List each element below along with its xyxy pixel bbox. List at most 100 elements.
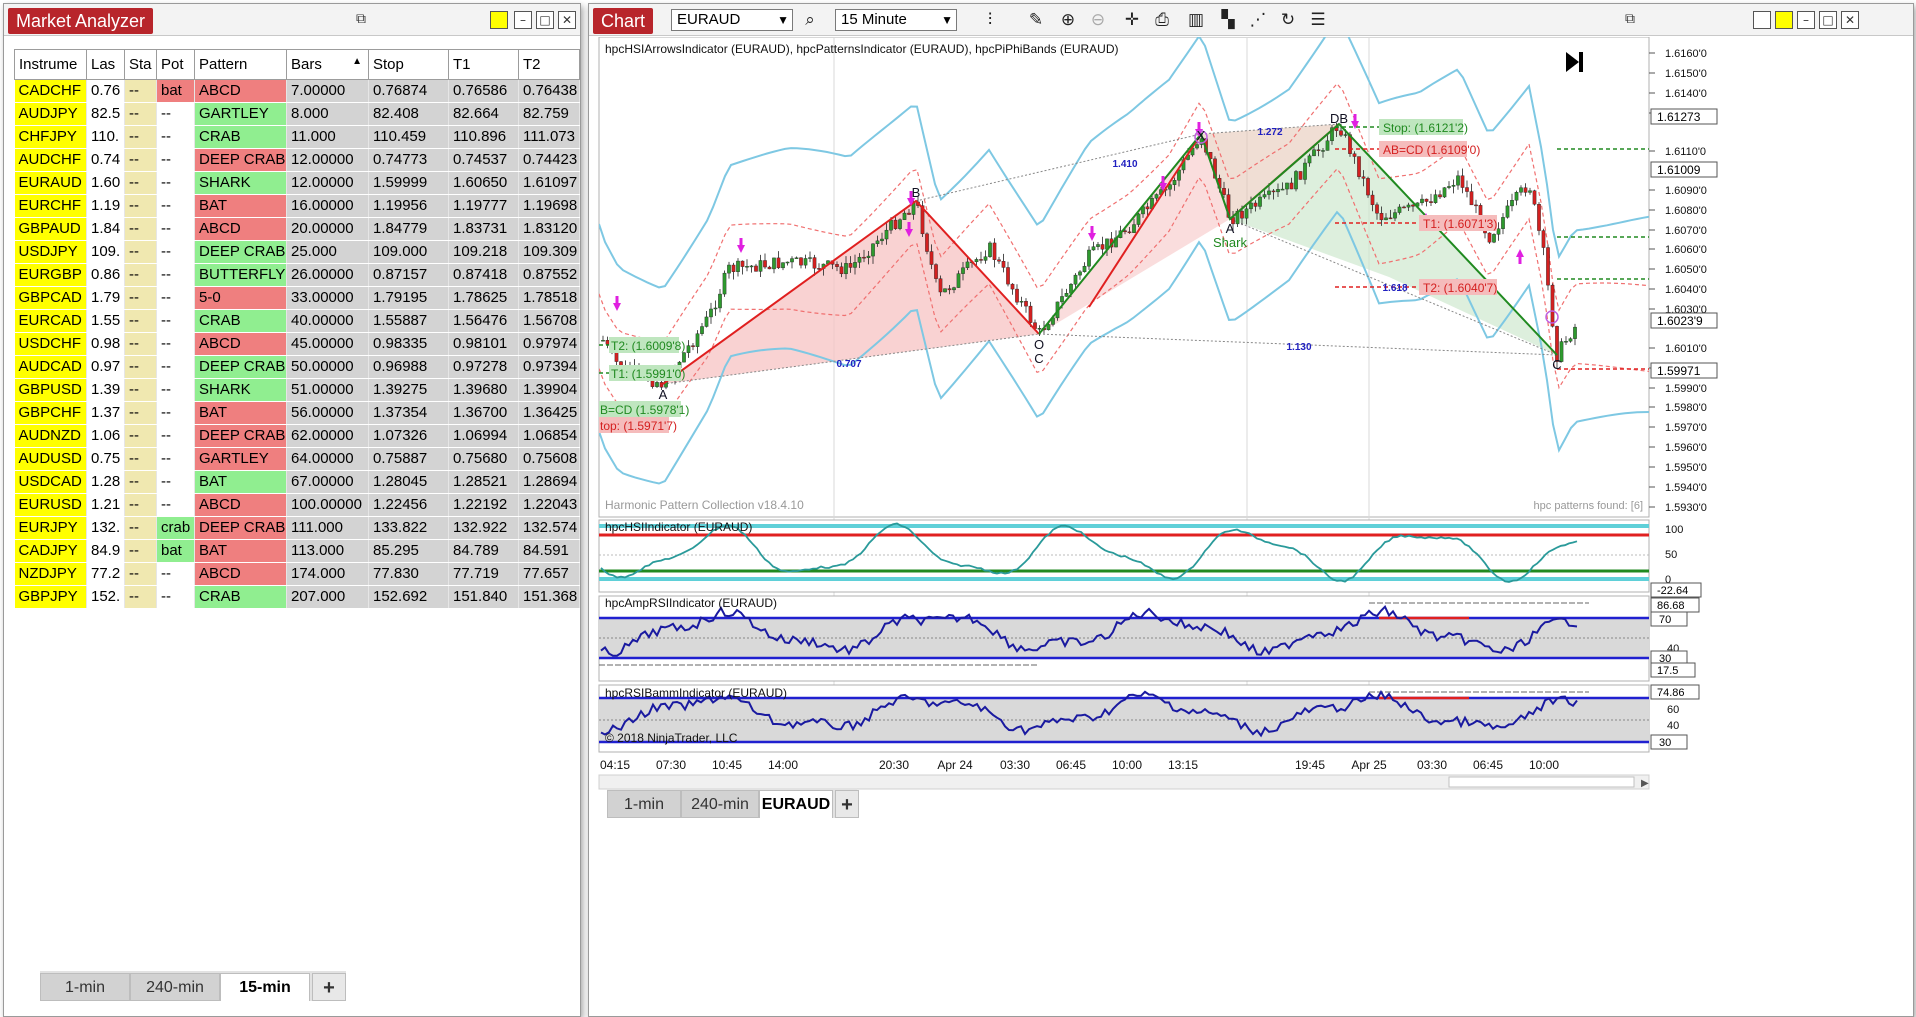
table-row[interactable]: EURUSD 1.21 -- -- ABCD 100.00000 1.22456 1.2219…	[14, 493, 580, 517]
minimize-button[interactable]: –	[514, 11, 532, 29]
table-row[interactable]: NZDJPY 77.2 -- -- ABCD 174.000 77.830 77.719 77.…	[14, 562, 580, 586]
table-row[interactable]: CHFJPY 110. -- -- CRAB 11.000 110.459 110.896 11…	[14, 125, 580, 149]
sell-arrow-icon	[907, 198, 915, 206]
maximize-button[interactable]: □	[1819, 11, 1837, 29]
last-price-cell: 1.39	[86, 378, 125, 402]
potential-cell: --	[156, 585, 195, 609]
interval-selector[interactable]: 15 Minute ▼	[835, 9, 957, 31]
stop-cell: 1.59999	[368, 171, 449, 195]
table-row[interactable]: USDCAD 1.28 -- -- BAT 67.00000 1.28045 1.28521 1…	[14, 470, 580, 494]
scrollbar-thumb[interactable]	[1448, 776, 1635, 788]
pattern-icon[interactable]: ⋰	[1249, 10, 1267, 30]
t1-cell: 1.78625	[448, 286, 519, 310]
pi-phi-band-red-lower	[599, 167, 1649, 420]
color-link-button[interactable]	[490, 11, 508, 29]
bamm-axis-label: 60	[1667, 704, 1679, 716]
add-tab-button[interactable]: +	[835, 790, 859, 818]
minimize-button[interactable]: –	[1797, 11, 1815, 29]
table-row[interactable]: EURJPY 132. -- crab DEEP CRAB 111.000 133.822 1…	[14, 516, 580, 540]
tab-1-min[interactable]: 1-min	[40, 973, 130, 1001]
instrument-cell: AUDCAD	[14, 355, 87, 379]
column-header[interactable]: Pot	[156, 49, 195, 80]
amp-level-tag: 30	[1659, 653, 1671, 665]
instrument-cell: EURCHF	[14, 194, 87, 218]
close-button[interactable]: ✕	[1841, 11, 1859, 29]
instrument-selector[interactable]: EURAUD ▼	[671, 9, 793, 31]
horizontal-scrollbar[interactable]	[598, 774, 1650, 790]
indicator-label: hpcHSIArrowsIndicator (EURAUD), hpcPatte…	[605, 42, 1119, 56]
strategies-icon[interactable]: ▚	[1221, 10, 1235, 30]
table-row[interactable]: AUDNZD 1.06 -- -- DEEP CRAB 62.00000 1.07326 1.…	[14, 424, 580, 448]
table-row[interactable]: AUDCHF 0.74 -- -- DEEP CRAB 12.00000 0.74773 0.…	[14, 148, 580, 172]
stop-cell: 1.28045	[368, 470, 449, 494]
drawing-tool-icon[interactable]: ✎	[1028, 10, 1044, 30]
table-row[interactable]: AUDCAD 0.97 -- -- DEEP CRAB 50.00000 0.96988 0.…	[14, 355, 580, 379]
tab-1-min[interactable]: 1-min	[607, 790, 681, 818]
market-analyzer-titlebar[interactable]: Market Analyzer ⧉ – □ ✕	[4, 4, 580, 36]
column-header[interactable]: Bars ▲	[286, 49, 369, 80]
chart-canvas[interactable]: hpcHSIArrowsIndicator (EURAUD), hpcPatte…	[589, 37, 1913, 982]
table-row[interactable]: CADCHF 0.76 -- bat ABCD 7.00000 0.76874 0.76586…	[14, 79, 580, 103]
t1-cell: 1.83731	[448, 217, 519, 241]
table-row[interactable]: AUDUSD 0.75 -- -- GARTLEY 64.00000 0.75887 0.75…	[14, 447, 580, 471]
chart-options-button[interactable]	[1753, 11, 1771, 29]
data-box-icon[interactable]: ⎙	[1155, 10, 1169, 30]
scroll-right-icon[interactable]: ▶	[1641, 778, 1649, 789]
zoom-out-icon[interactable]: ⊖	[1090, 10, 1106, 30]
pi-phi-band-lower	[599, 210, 1649, 485]
jump-to-end-button[interactable]	[1566, 52, 1583, 72]
stop-cell: 0.98335	[368, 332, 449, 356]
column-header[interactable]: T2	[518, 49, 580, 80]
tab-15-min[interactable]: 15-min	[220, 973, 310, 1001]
tab-240-min[interactable]: 240-min	[130, 973, 220, 1001]
pattern-cell: ABCD	[194, 332, 287, 356]
maximize-button[interactable]: □	[536, 11, 554, 29]
zoom-in-icon[interactable]: ⊕	[1060, 10, 1076, 30]
table-row[interactable]: GBPJPY 152. -- -- CRAB 207.000 152.692 151.840 1…	[14, 585, 580, 609]
column-header[interactable]: Pattern	[194, 49, 287, 80]
color-link-button[interactable]	[1775, 11, 1793, 29]
table-row[interactable]: GBPCAD 1.79 -- -- 5-0 33.00000 1.79195 1.78625 1…	[14, 286, 580, 310]
table-row[interactable]: EURCAD 1.55 -- -- CRAB 40.00000 1.55887 1.56476…	[14, 309, 580, 333]
column-header[interactable]: Las	[86, 49, 125, 80]
chart-titlebar[interactable]: Chart EURAUD ▼ ⌕ 15 Minute ▼ ⫶ ✎ ⊕ ⊖ ✛ ⎙…	[589, 4, 1913, 36]
column-header[interactable]: Instrume	[14, 49, 87, 80]
close-button[interactable]: ✕	[558, 11, 576, 29]
point-label-a2: A	[1226, 221, 1235, 236]
table-row[interactable]: GBPAUD 1.84 -- -- ABCD 20.00000 1.84779 1.83731…	[14, 217, 580, 241]
tab-euraud[interactable]: EURAUD	[759, 790, 833, 818]
column-header[interactable]: T1	[448, 49, 519, 80]
last-price-cell: 0.86	[86, 263, 125, 287]
tab-240-min[interactable]: 240-min	[681, 790, 759, 818]
t1-cell: 0.76586	[448, 79, 519, 103]
table-row[interactable]: USDCHF 0.98 -- -- ABCD 45.00000 0.98335 0.98101…	[14, 332, 580, 356]
column-header[interactable]: Stop	[368, 49, 449, 80]
hsi-axis-label: 0	[1665, 574, 1671, 586]
link-icon[interactable]: ⧉	[1625, 11, 1635, 27]
stop-cell: 0.74773	[368, 148, 449, 172]
search-icon[interactable]: ⌕	[805, 10, 815, 30]
status-cell: --	[124, 171, 157, 195]
properties-icon[interactable]: ☰	[1310, 10, 1326, 30]
price-axis-label: 1.6040'0	[1665, 284, 1707, 296]
instrument-cell: EURAUD	[14, 171, 87, 195]
add-tab-button[interactable]: +	[312, 973, 346, 1001]
table-row[interactable]: CADJPY 84.9 -- bat BAT 113.000 85.295 84.789 84.…	[14, 539, 580, 563]
refresh-icon[interactable]: ↻	[1280, 10, 1296, 30]
table-row[interactable]: EURAUD 1.60 -- -- SHARK 12.00000 1.59999 1.6065…	[14, 171, 580, 195]
t2-cell: 82.759	[518, 102, 580, 126]
table-row[interactable]: EURGBP 0.86 -- -- BUTTERFLY 26.00000 0.87157 0.…	[14, 263, 580, 287]
table-row[interactable]: EURCHF 1.19 -- -- BAT 16.00000 1.19956 1.19777 1…	[14, 194, 580, 218]
link-icon[interactable]: ⧉	[356, 11, 366, 27]
indicators-icon[interactable]: ▥	[1187, 10, 1205, 30]
table-row[interactable]: GBPCHF 1.37 -- -- BAT 56.00000 1.37354 1.36700 1…	[14, 401, 580, 425]
bar-style-icon[interactable]: ⫶	[987, 10, 993, 30]
crosshair-icon[interactable]: ✛	[1124, 10, 1140, 30]
table-row[interactable]: USDJPY 109. -- -- DEEP CRAB 25.000 109.000 109.…	[14, 240, 580, 264]
column-header[interactable]: Sta	[124, 49, 157, 80]
table-row[interactable]: AUDJPY 82.5 -- -- GARTLEY 8.000 82.408 82.664 82…	[14, 102, 580, 126]
t1-cell: 1.56476	[448, 309, 519, 333]
t2-cell: 0.75608	[518, 447, 580, 471]
point-label-db: DB	[1330, 111, 1348, 126]
table-row[interactable]: GBPUSD 1.39 -- -- SHARK 51.00000 1.39275 1.3968…	[14, 378, 580, 402]
